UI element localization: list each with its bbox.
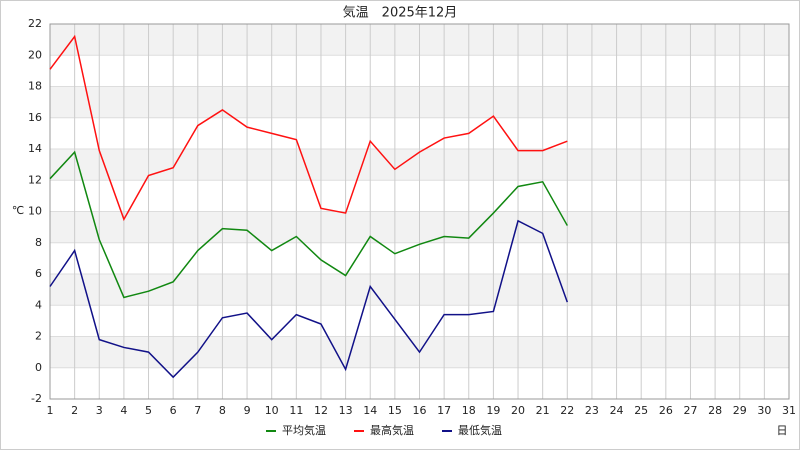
x-tick-label: 5 — [145, 404, 152, 417]
x-tick-label: 27 — [683, 404, 697, 417]
y-tick-label: 10 — [28, 205, 42, 218]
x-tick-label: 3 — [96, 404, 103, 417]
x-tick-label: 30 — [757, 404, 771, 417]
chart-title: 気温 2025年12月 — [343, 5, 458, 21]
y-tick-label: 12 — [28, 173, 42, 186]
series-line — [49, 150, 568, 299]
series-line — [49, 34, 568, 222]
x-tick-label: 20 — [511, 404, 525, 417]
x-tick-label: 15 — [388, 404, 402, 417]
y-tick-label: 14 — [28, 142, 42, 155]
x-tick-label: 31 — [782, 404, 796, 417]
x-tick-label: 4 — [120, 404, 127, 417]
legend-label: 最高気温 — [370, 423, 414, 437]
y-tick-label: 16 — [28, 111, 42, 124]
y-tick-label: 6 — [35, 267, 42, 280]
y-tick-label: 2 — [35, 330, 42, 343]
y-tick-label: 4 — [35, 298, 42, 311]
y-axis-label: ℃ — [12, 204, 24, 217]
x-axis-label: 日 — [777, 424, 788, 437]
x-tick-label: 1 — [47, 404, 54, 417]
series-line — [49, 219, 569, 379]
y-tick-label: 20 — [28, 48, 42, 61]
legend-label: 平均気温 — [282, 423, 326, 437]
x-tick-label: 22 — [560, 404, 574, 417]
x-tick-label: 26 — [659, 404, 673, 417]
x-tick-label: 24 — [610, 404, 624, 417]
x-tick-label: 13 — [339, 404, 353, 417]
x-tick-label: 2 — [71, 404, 78, 417]
x-tick-label: 21 — [536, 404, 550, 417]
y-tick-label: 22 — [28, 17, 42, 30]
x-tick-label: 11 — [289, 404, 303, 417]
x-tick-label: 9 — [244, 404, 251, 417]
x-tick-label: 7 — [194, 404, 201, 417]
x-tick-label: 10 — [265, 404, 279, 417]
x-tick-label: 16 — [413, 404, 427, 417]
x-tick-label: 12 — [314, 404, 328, 417]
x-tick-label: 6 — [170, 404, 177, 417]
x-tick-label: 18 — [462, 404, 476, 417]
x-tick-label: 28 — [708, 404, 722, 417]
plot-border — [49, 23, 790, 400]
x-tick-label: 23 — [585, 404, 599, 417]
legend-label: 最低気温 — [458, 423, 502, 437]
x-tick-label: 19 — [486, 404, 500, 417]
y-tick-label: 0 — [35, 361, 42, 374]
x-tick-label: 25 — [634, 404, 648, 417]
x-tick-label: 8 — [219, 404, 226, 417]
x-tick-label: 14 — [363, 404, 377, 417]
y-tick-label: -2 — [31, 392, 42, 405]
y-tick-label: 8 — [35, 236, 42, 249]
x-tick-label: 17 — [437, 404, 451, 417]
x-tick-label: 29 — [733, 404, 747, 417]
y-tick-label: 18 — [28, 80, 42, 93]
